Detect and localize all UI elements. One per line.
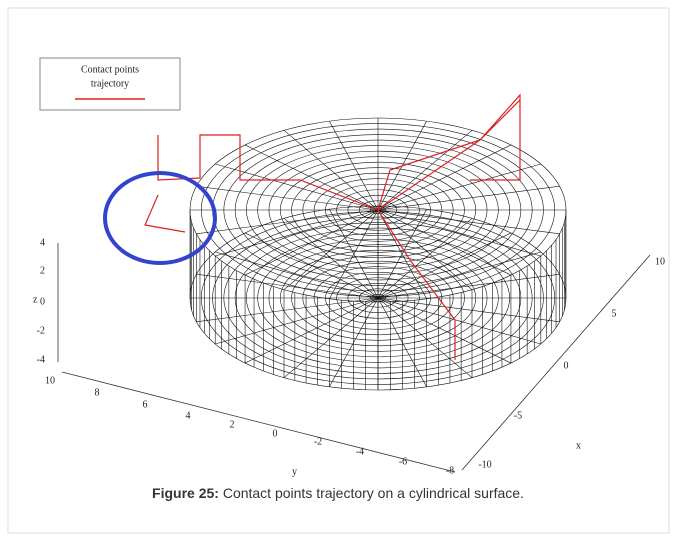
x-axis-tick-label: 0: [564, 360, 569, 371]
y-axis-tick-label: -6: [399, 456, 407, 467]
mesh-spoke: [377, 163, 541, 211]
mesh-spoke: [377, 232, 512, 299]
mesh-spoke: [377, 185, 560, 211]
mesh-spoke: [377, 251, 541, 299]
y-axis-tick-label: 8: [95, 387, 100, 398]
mesh-spoke: [377, 297, 541, 345]
mesh-spoke: [283, 297, 379, 378]
mesh-spoke: [377, 297, 512, 364]
mesh-spoke: [377, 218, 473, 299]
x-axis-tick-label: -10: [478, 459, 491, 470]
z-axis-label: z: [33, 294, 38, 305]
mesh-spoke: [244, 297, 379, 364]
y-axis-tick-label: 6: [143, 399, 148, 410]
caption: Figure 25: Contact points trajectory on …: [152, 485, 524, 501]
y-axis-tick-label: 10: [45, 375, 55, 386]
mesh-spoke: [196, 297, 379, 323]
mesh-spoke: [196, 209, 379, 235]
mesh-spoke: [244, 144, 379, 211]
z-axis-tick-label: 0: [40, 296, 45, 307]
mesh-spoke: [215, 209, 379, 257]
mesh-spoke: [377, 144, 512, 211]
mesh-spoke: [377, 297, 560, 323]
y-axis-tick-label: 4: [186, 410, 191, 421]
z-axis-tick-label: -4: [37, 354, 45, 365]
mesh-spoke: [329, 120, 379, 211]
y-axis-tick-label: -4: [356, 446, 364, 457]
x-axis-label: x: [576, 440, 581, 451]
mesh-spoke: [329, 209, 379, 300]
mesh-spoke: [196, 185, 379, 211]
z-axis-tick-label: -2: [37, 325, 45, 336]
axes: [57, 243, 651, 473]
z-axis-tick-label: 2: [40, 265, 45, 276]
trajectory: [157, 93, 521, 360]
mesh-spoke: [283, 218, 379, 299]
legend-box: [39, 57, 181, 111]
y-axis-label: y: [292, 466, 297, 477]
trajectory-start: [144, 194, 186, 233]
mesh-spoke: [377, 209, 541, 257]
mesh-spoke: [283, 130, 379, 211]
mesh-spoke: [377, 209, 427, 300]
mesh-spoke: [377, 130, 473, 211]
legend-line: trajectory: [91, 78, 129, 89]
caption-label: Figure 25:: [152, 485, 219, 501]
caption-text: Contact points trajectory on a cylindric…: [219, 485, 524, 501]
mesh-spoke: [377, 273, 560, 299]
legend-line: Contact points: [81, 64, 139, 75]
mesh-spoke: [215, 251, 379, 299]
mesh-spoke: [377, 297, 473, 378]
mesh-spoke: [215, 163, 379, 211]
mesh-spoke: [244, 232, 379, 299]
mesh-spoke: [215, 297, 379, 345]
mesh-spoke: [329, 208, 379, 299]
mesh-spoke: [196, 273, 379, 299]
z-axis-tick-label: 4: [40, 237, 45, 248]
highlight-circle: [103, 171, 217, 265]
cylinder-mesh: [189, 117, 567, 391]
y-axis-tick-label: -8: [446, 465, 454, 476]
x-axis-tick-label: 5: [612, 308, 617, 319]
x-axis-tick-label: -5: [514, 410, 522, 421]
y-axis-tick-label: -2: [314, 436, 322, 447]
y-axis-tick-label: 2: [230, 419, 235, 430]
y-axis-tick-label: 0: [273, 428, 278, 439]
mesh-spoke: [377, 208, 427, 299]
mesh-spoke: [377, 209, 560, 235]
x-axis-tick-label: 10: [655, 256, 665, 267]
